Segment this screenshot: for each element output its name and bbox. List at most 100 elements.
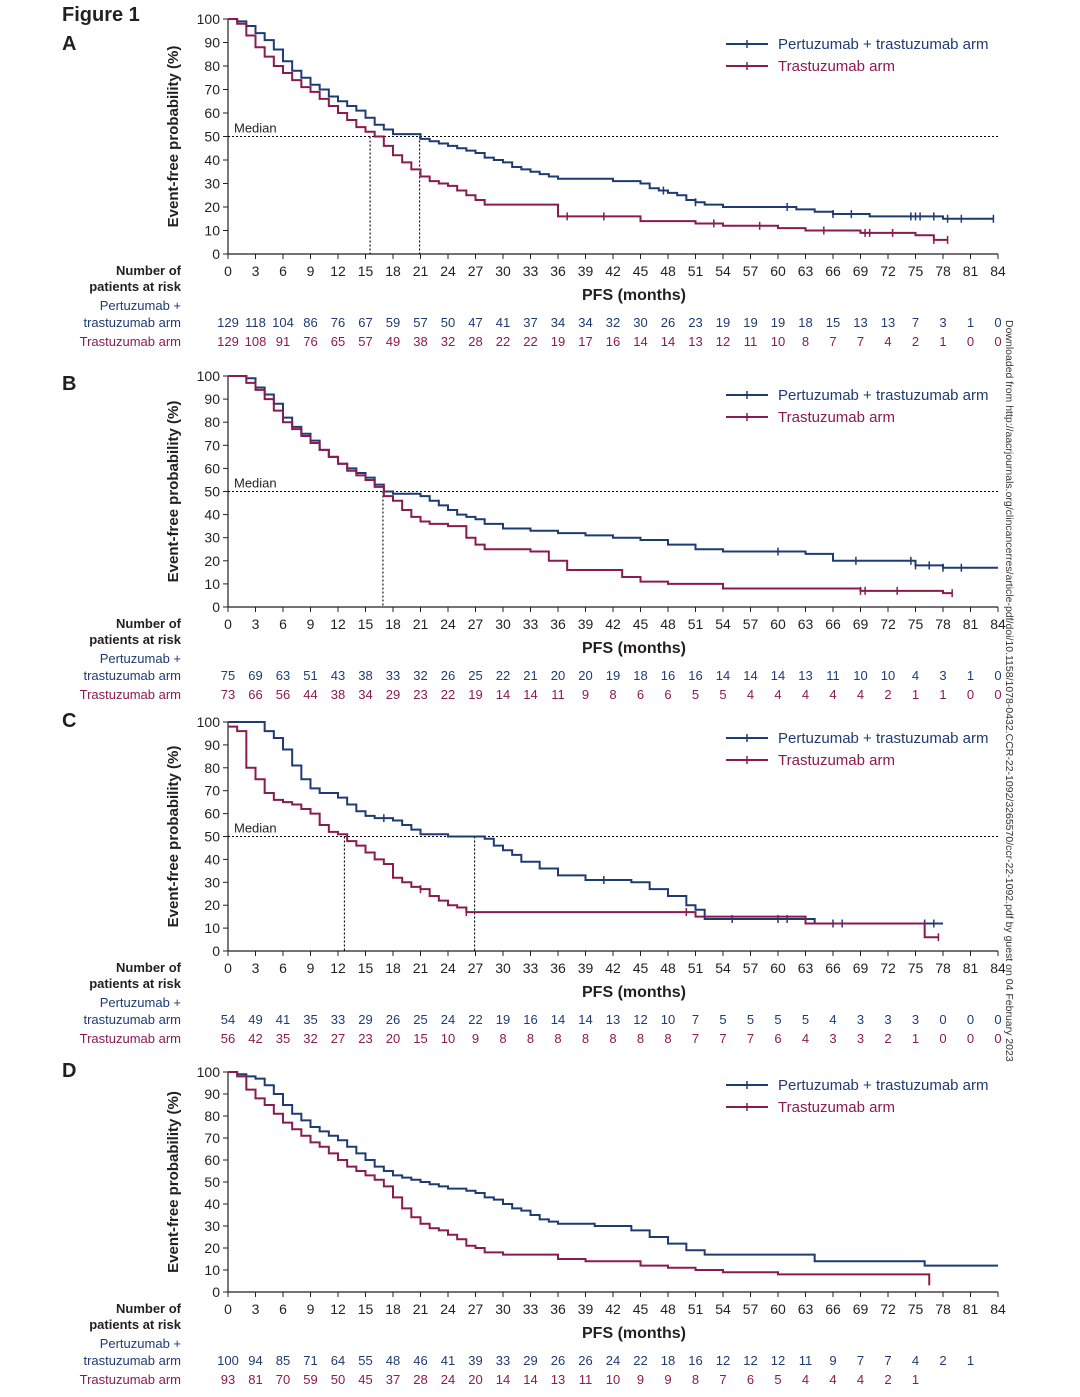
- y-tick-label: 50: [204, 1174, 220, 1190]
- x-tick-label: 63: [798, 960, 814, 976]
- at-risk-value: 41: [276, 1012, 290, 1027]
- figure-title: Figure 1: [62, 4, 140, 26]
- at-risk-value: 0: [967, 1012, 974, 1027]
- at-risk-row-label: Trastuzumab arm: [80, 334, 181, 349]
- at-risk-value: 46: [413, 1353, 427, 1368]
- at-risk-value: 129: [217, 315, 239, 330]
- at-risk-title: Number of: [116, 263, 182, 278]
- at-risk-row-label: Trastuzumab arm: [80, 1372, 181, 1387]
- at-risk-value: 9: [829, 1353, 836, 1368]
- panel-letter: B: [62, 373, 76, 395]
- at-risk-value: 14: [496, 1372, 510, 1387]
- series-2-curve: [228, 18, 949, 244]
- at-risk-value: 1: [967, 315, 974, 330]
- at-risk-value: 38: [331, 687, 345, 702]
- x-tick-label: 51: [688, 960, 704, 976]
- x-tick-label: 69: [853, 263, 869, 279]
- legend-label: Pertuzumab + trastuzumab arm: [778, 1077, 989, 1094]
- at-risk-value: 57: [413, 315, 427, 330]
- x-tick-label: 54: [715, 960, 731, 976]
- x-tick-label: 0: [224, 616, 232, 632]
- y-tick-label: 10: [204, 920, 220, 936]
- at-risk-value: 8: [609, 1031, 616, 1046]
- x-tick-label: 6: [279, 616, 287, 632]
- x-tick-label: 39: [578, 616, 594, 632]
- at-risk-value: 4: [912, 668, 919, 683]
- series-1-curve: [228, 18, 995, 223]
- x-tick-label: 51: [688, 616, 704, 632]
- at-risk-value: 10: [771, 334, 785, 349]
- at-risk-value: 59: [303, 1372, 317, 1387]
- at-risk-value: 34: [358, 687, 372, 702]
- at-risk-value: 33: [496, 1353, 510, 1368]
- at-risk-value: 0: [994, 315, 1001, 330]
- at-risk-value: 13: [798, 668, 812, 683]
- y-tick-label: 100: [197, 1064, 221, 1080]
- at-risk-row-label: Trastuzumab arm: [80, 687, 181, 702]
- at-risk-value: 44: [303, 687, 317, 702]
- at-risk-value: 14: [578, 1012, 592, 1027]
- at-risk-title: patients at risk: [89, 1317, 182, 1332]
- at-risk-value: 4: [857, 1372, 864, 1387]
- at-risk-value: 22: [496, 668, 510, 683]
- x-tick-label: 21: [413, 1301, 429, 1317]
- x-tick-label: 54: [715, 263, 731, 279]
- x-tick-label: 42: [605, 1301, 621, 1317]
- at-risk-value: 19: [743, 315, 757, 330]
- y-tick-label: 80: [204, 1108, 220, 1124]
- x-tick-label: 78: [935, 1301, 951, 1317]
- y-tick-label: 90: [204, 737, 220, 753]
- x-tick-label: 72: [880, 1301, 896, 1317]
- at-risk-value: 32: [606, 315, 620, 330]
- at-risk-value: 118: [245, 315, 266, 330]
- x-tick-label: 78: [935, 263, 951, 279]
- at-risk-value: 30: [633, 315, 647, 330]
- at-risk-value: 3: [857, 1031, 864, 1046]
- at-risk-value: 16: [688, 668, 702, 683]
- at-risk-value: 56: [221, 1031, 235, 1046]
- km-step-line: [228, 18, 948, 241]
- at-risk-value: 7: [747, 1031, 754, 1046]
- x-tick-label: 39: [578, 1301, 594, 1317]
- at-risk-value: 16: [523, 1012, 537, 1027]
- y-tick-label: 50: [204, 129, 220, 145]
- panel-letter: D: [62, 1060, 76, 1082]
- at-risk-title: Number of: [116, 616, 182, 631]
- at-risk-value: 1: [912, 1372, 919, 1387]
- at-risk-value: 4: [912, 1353, 919, 1368]
- series-2-curve: [228, 725, 940, 942]
- at-risk-value: 70: [276, 1372, 290, 1387]
- x-axis-label: PFS (months): [582, 287, 686, 304]
- x-tick-label: 48: [660, 616, 676, 632]
- x-tick-label: 6: [279, 1301, 287, 1317]
- at-risk-value: 3: [884, 1012, 891, 1027]
- at-risk-title: patients at risk: [89, 632, 182, 647]
- at-risk-value: 5: [719, 1012, 726, 1027]
- at-risk-value: 33: [386, 668, 400, 683]
- at-risk-value: 54: [221, 1012, 235, 1027]
- at-risk-value: 66: [248, 687, 262, 702]
- at-risk-value: 6: [637, 687, 644, 702]
- x-tick-label: 24: [440, 960, 456, 976]
- x-tick-label: 9: [307, 1301, 315, 1317]
- at-risk-value: 24: [606, 1353, 620, 1368]
- at-risk-row-label: Pertuzumab +: [100, 995, 181, 1010]
- at-risk-value: 35: [303, 1012, 317, 1027]
- x-tick-label: 27: [468, 616, 484, 632]
- at-risk-value: 43: [331, 668, 345, 683]
- at-risk-value: 0: [967, 687, 974, 702]
- at-risk-row-label: trastuzumab arm: [83, 1012, 181, 1027]
- at-risk-row-label: Pertuzumab +: [100, 1336, 181, 1351]
- at-risk-value: 10: [661, 1012, 675, 1027]
- at-risk-value: 22: [468, 1012, 482, 1027]
- y-tick-label: 70: [204, 82, 220, 98]
- at-risk-value: 65: [331, 334, 345, 349]
- x-tick-label: 45: [633, 1301, 649, 1317]
- y-tick-label: 90: [204, 391, 220, 407]
- x-tick-label: 69: [853, 616, 869, 632]
- at-risk-value: 22: [523, 334, 537, 349]
- at-risk-value: 3: [939, 668, 946, 683]
